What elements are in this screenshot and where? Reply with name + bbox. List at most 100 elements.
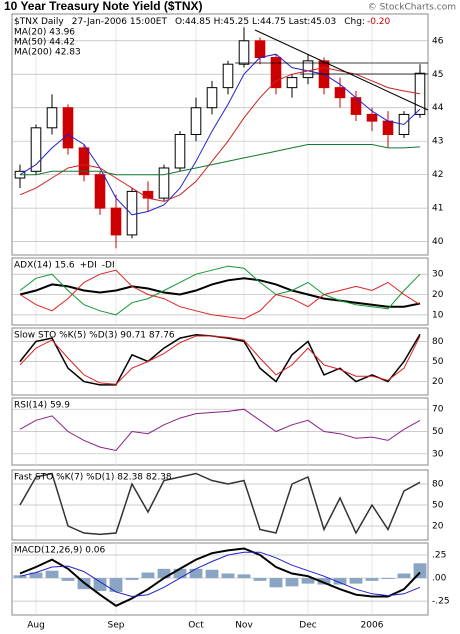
y-tick-label: 50 — [432, 501, 444, 511]
histogram-bar — [301, 578, 315, 584]
legend-entry: ADX(14) 15.6 — [14, 261, 75, 271]
histogram-bar — [205, 569, 219, 579]
histogram-bar — [333, 578, 347, 585]
candle-body — [270, 57, 282, 89]
y-tick-label: 20 — [432, 522, 444, 532]
candle-body — [94, 174, 106, 209]
candle-body — [382, 120, 394, 136]
candle-body — [126, 190, 138, 236]
y-tick-label: 43 — [432, 137, 443, 147]
x-tick-label: Nov — [235, 621, 253, 631]
candle-body — [174, 134, 186, 169]
candle-body — [142, 190, 154, 199]
series-line — [19, 53, 421, 216]
candle-body — [366, 113, 378, 122]
y-tick-label: 70 — [432, 405, 444, 415]
candle-body — [302, 60, 314, 79]
y-tick-label: 45 — [432, 70, 443, 80]
legend-entry: MA(20) 43.96 — [14, 28, 75, 38]
histogram-bar — [237, 574, 251, 579]
y-tick-label: 10 — [432, 310, 444, 320]
x-tick-label: Aug — [27, 621, 45, 631]
candle-body — [414, 72, 426, 115]
y-tick-label: .25 — [432, 551, 446, 561]
x-tick-label: Sep — [108, 621, 125, 631]
series-line — [19, 333, 421, 386]
trend-lines — [235, 29, 429, 111]
header-change-label: Chg: — [344, 17, 365, 27]
y-tick-label: .00 — [432, 574, 447, 584]
histogram-bar — [349, 578, 363, 584]
y-tick-label: 44 — [432, 103, 444, 113]
legend-entry: MA(50) 44.42 — [14, 38, 75, 48]
histogram-bar — [269, 578, 283, 588]
histogram-bar — [381, 578, 395, 579]
histogram-bar — [125, 578, 139, 580]
candle-body — [238, 40, 250, 65]
panel-label: RSI(14) 59.9 — [14, 401, 70, 411]
y-tick-label: 80 — [432, 337, 444, 347]
panel-label: Fast STO %K(7) %D(1) 82.38 82.38 — [14, 473, 172, 483]
histogram-bar — [173, 568, 187, 579]
histogram-bar — [61, 578, 75, 581]
header-symbol: $TNX Daily — [14, 17, 64, 27]
chart-title: 10 Year Treasury Note Yield ($TNX) — [4, 0, 203, 13]
histogram-bar — [365, 578, 379, 581]
candle-body — [158, 167, 170, 199]
legend-entry: -DI — [102, 261, 115, 271]
y-tick-label: 30 — [432, 449, 444, 459]
histogram-bar — [253, 578, 267, 581]
y-tick-label: 40 — [432, 237, 444, 247]
y-tick-label: 41 — [432, 204, 443, 214]
y-tick-label: 46 — [432, 36, 444, 46]
y-tick-label: 50 — [432, 357, 444, 367]
histogram-bar — [157, 568, 171, 579]
histogram-bar — [45, 570, 59, 579]
histogram-bar — [189, 568, 203, 579]
panel-frame — [11, 13, 429, 256]
y-tick-label: -.25 — [432, 597, 450, 607]
legend-entry: MA(200) 42.83 — [14, 48, 81, 58]
candle-body — [286, 77, 298, 89]
histogram-bar — [317, 578, 331, 585]
series-line — [19, 335, 421, 385]
histogram-bar — [109, 578, 123, 592]
histogram-bar — [397, 573, 411, 579]
histogram-bar — [13, 575, 27, 579]
x-tick-label: Dec — [299, 621, 316, 631]
trend-line — [254, 29, 429, 111]
legend-entry: +DI — [80, 261, 97, 271]
panel-label: Slow STO %K(5) %D(3) 90.71 87.76 — [14, 331, 175, 341]
candle-body — [334, 87, 346, 99]
y-tick-label: 42 — [432, 170, 443, 180]
candle-body — [190, 107, 202, 135]
histogram-bar — [93, 578, 107, 591]
series-line — [19, 67, 421, 202]
series-line — [19, 472, 421, 536]
header-change: -0.20 — [367, 17, 391, 27]
series-line — [19, 551, 421, 598]
candle-body — [254, 40, 266, 59]
header-date: 27-Jan-2006 15:00ET — [72, 17, 168, 27]
y-tick-label: 20 — [432, 377, 444, 387]
histogram-bar — [221, 573, 235, 579]
series-line — [19, 265, 421, 316]
x-tick-label: Oct — [188, 621, 204, 631]
y-tick-label: 20 — [432, 290, 444, 300]
series-line — [19, 547, 421, 607]
panel-label: MACD(12,26,9) 0.06 — [14, 546, 106, 556]
candle-body — [30, 127, 42, 172]
series-line — [19, 408, 421, 452]
y-tick-label: 80 — [432, 480, 444, 490]
x-tick-label: 2006 — [361, 621, 384, 631]
candle-body — [206, 87, 218, 109]
candle-body — [62, 107, 74, 149]
panel-frame — [11, 257, 429, 326]
candle-body — [78, 147, 90, 176]
series-line — [20, 144, 421, 176]
candle-body — [46, 107, 58, 129]
series-line — [19, 277, 421, 308]
candle-body — [110, 207, 122, 236]
histogram-bar — [29, 572, 43, 579]
